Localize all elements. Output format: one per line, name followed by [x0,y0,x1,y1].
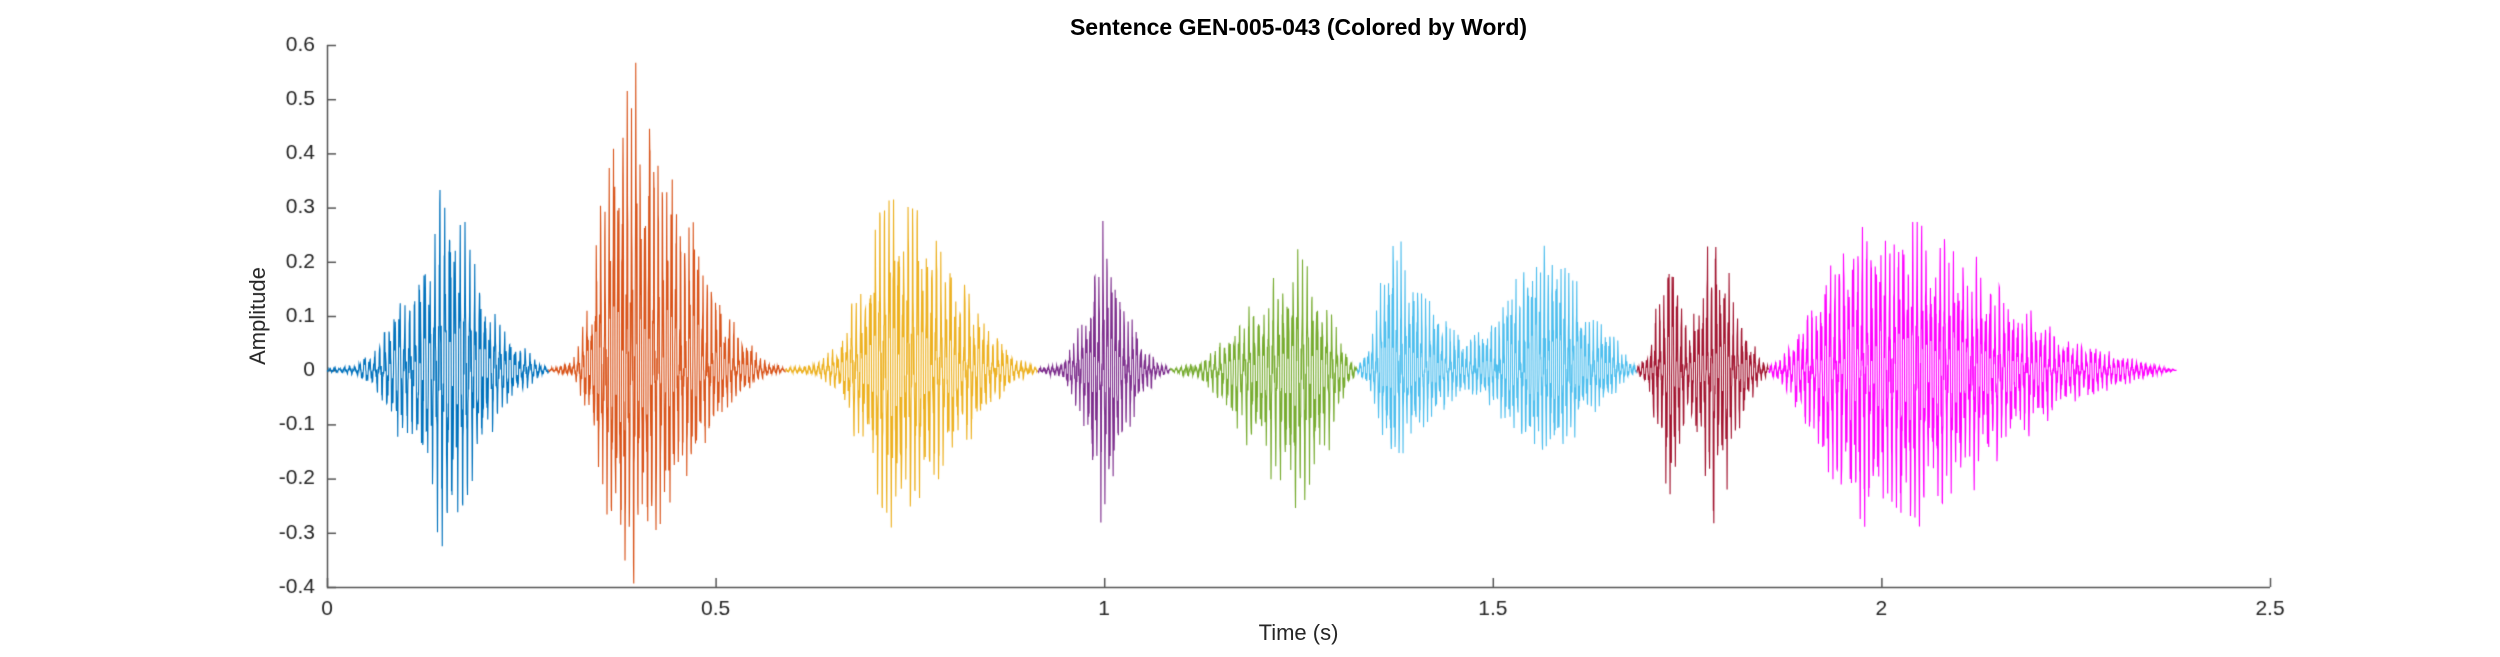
y-axis-label: Amplitude [245,267,270,365]
x-axis-label: Time (s) [1258,620,1339,645]
chart-title: Sentence GEN-005-043 (Colored by Word) [1069,14,1528,40]
